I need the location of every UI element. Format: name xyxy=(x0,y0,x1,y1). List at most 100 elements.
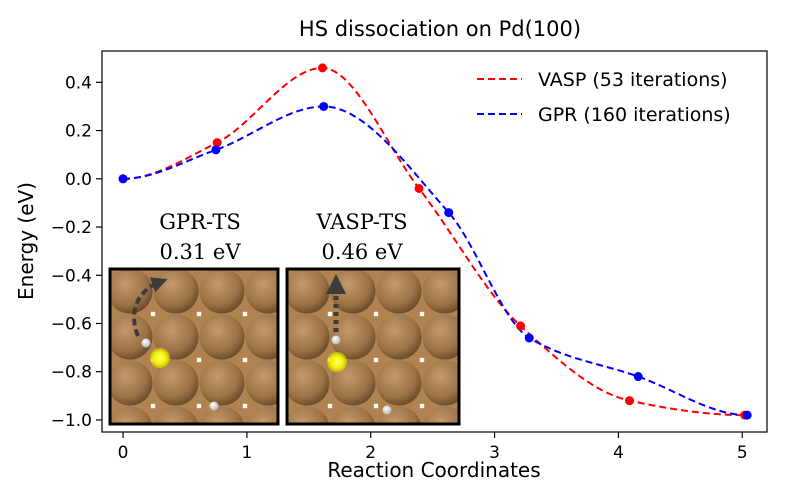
data-point-vasp xyxy=(414,183,424,193)
y-tick-label: −0.2 xyxy=(51,218,92,238)
pd-atom xyxy=(423,406,459,424)
inset-vasp-value: 0.46 eV xyxy=(321,240,403,264)
hydrogen-atom xyxy=(209,401,219,411)
lattice-site xyxy=(327,403,333,409)
data-point-gpr xyxy=(444,208,454,218)
x-tick-label: 0 xyxy=(118,443,129,463)
pd-atom xyxy=(468,314,513,359)
data-point-gpr xyxy=(633,372,643,382)
lattice-site xyxy=(242,403,248,409)
pd-atom xyxy=(153,360,199,406)
lattice-site xyxy=(196,311,202,317)
lattice-site xyxy=(150,403,156,409)
pd-atom xyxy=(110,314,153,360)
pd-atom xyxy=(468,268,513,313)
lattice-site xyxy=(373,311,379,317)
x-tick-label: 3 xyxy=(489,443,500,463)
inset-vasp-title: VASP-TS xyxy=(315,210,407,234)
data-point-gpr xyxy=(211,145,221,155)
y-tick-label: −0.4 xyxy=(51,266,92,286)
lattice-site xyxy=(327,311,333,317)
inset-vasp-frame xyxy=(285,267,461,426)
inset-vasp-ts xyxy=(285,267,513,426)
lattice-site xyxy=(242,311,248,317)
data-point-vasp xyxy=(625,396,635,406)
pd-atom xyxy=(154,406,198,424)
hydrogen-atom xyxy=(331,335,341,345)
y-tick-label: −0.8 xyxy=(51,363,92,383)
pd-atom xyxy=(110,360,153,406)
y-tick-label: −1.0 xyxy=(51,411,92,431)
pd-atom xyxy=(110,406,152,424)
data-point-gpr xyxy=(118,174,128,184)
pd-atom xyxy=(199,269,245,314)
lattice-site xyxy=(150,311,156,317)
data-point-vasp xyxy=(212,138,222,148)
pd-atom xyxy=(287,406,329,424)
inset-gpr-frame xyxy=(108,267,280,426)
pd-atom xyxy=(377,406,421,424)
pd-atom xyxy=(200,406,244,424)
hydrogen-atom xyxy=(141,338,151,348)
x-tick-label: 2 xyxy=(365,443,376,463)
pd-atom xyxy=(287,314,330,360)
lattice-site xyxy=(373,357,379,363)
pd-atom xyxy=(376,269,422,314)
pd-atom xyxy=(245,360,278,406)
x-tick-label: 4 xyxy=(613,443,624,463)
pd-atom xyxy=(153,269,199,314)
y-axis-label: Energy (eV) xyxy=(14,182,38,300)
sulfur-atom xyxy=(327,352,347,372)
data-point-gpr xyxy=(524,333,534,343)
lattice-site xyxy=(196,357,202,363)
y-tick-label: 0.0 xyxy=(65,170,92,190)
curved-arrow-icon xyxy=(132,277,168,337)
points-layer xyxy=(118,63,752,420)
pd-atom xyxy=(153,314,199,360)
pd-atom xyxy=(330,314,376,360)
lattice-site xyxy=(419,403,425,409)
pd-atom xyxy=(199,360,245,406)
pd-atom xyxy=(199,314,245,360)
pd-atom xyxy=(245,314,278,360)
x-tick-label: 1 xyxy=(241,443,252,463)
pd-atom xyxy=(287,360,330,406)
lattice-site xyxy=(373,403,379,409)
pd-atom xyxy=(422,269,459,314)
x-axis-label: Reaction Coordinates xyxy=(327,458,540,482)
legend-label-vasp: VASP (53 iterations) xyxy=(538,69,728,91)
data-point-gpr xyxy=(742,410,752,420)
lattice-site xyxy=(419,311,425,317)
chart-title: HS dissociation on Pd(100) xyxy=(299,17,581,41)
pd-atom xyxy=(376,314,422,360)
inset-gpr-title: GPR-TS xyxy=(159,210,240,234)
axes-layer: 0 1 2 3 4 5 −1.0 −0.8 −0.6 −0.4 −0.2 0.0 0.2 0.4 xyxy=(51,73,748,463)
data-point-gpr xyxy=(319,101,329,111)
data-point-vasp xyxy=(516,321,526,331)
sulfur-atom xyxy=(150,348,170,368)
inset-gpr-atoms xyxy=(110,269,278,424)
hydrogen-atom xyxy=(382,405,392,415)
pd-atom xyxy=(245,269,278,314)
pd-atom xyxy=(287,269,330,314)
pd-atom xyxy=(110,269,153,314)
lattice-site xyxy=(242,357,248,363)
pd-atom xyxy=(422,360,459,406)
y-tick-label: 0.2 xyxy=(65,122,92,142)
x-tick-label: 5 xyxy=(737,443,748,463)
inset-gpr-value: 0.31 eV xyxy=(159,240,241,264)
y-tick-label: 0.4 xyxy=(65,73,92,93)
pd-atom xyxy=(246,406,278,424)
inset-gpr-ts xyxy=(108,267,280,426)
plot-frame xyxy=(101,50,768,433)
legend: VASP (53 iterations) GPR (160 iterations… xyxy=(477,69,731,126)
pd-atom xyxy=(422,314,459,360)
pd-atom xyxy=(376,360,422,406)
lattice-site xyxy=(196,403,202,409)
y-tick-label: −0.6 xyxy=(51,314,92,334)
data-point-vasp xyxy=(317,63,327,73)
lattice-site xyxy=(419,357,425,363)
pd-atom xyxy=(468,360,513,405)
pd-atom xyxy=(331,406,375,424)
